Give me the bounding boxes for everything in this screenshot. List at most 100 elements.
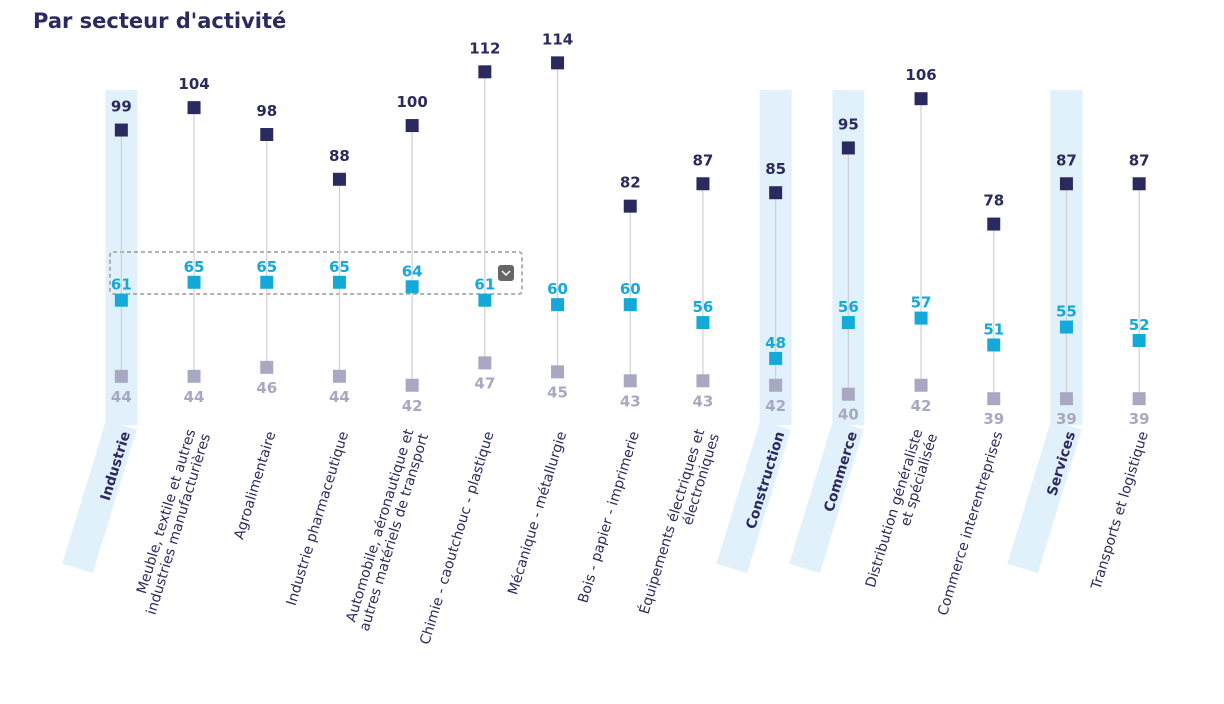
dot [987, 217, 1001, 231]
dot [187, 369, 201, 383]
dot [623, 199, 637, 213]
dot [769, 378, 783, 392]
value-label: 114 [542, 30, 573, 48]
dot [332, 172, 346, 186]
selection-box [109, 251, 523, 295]
dot [260, 275, 274, 289]
value-label: 85 [765, 160, 786, 178]
dot [987, 338, 1001, 352]
value-label: 60 [547, 280, 568, 298]
value-label: 56 [693, 298, 714, 316]
x-tick-label: Commerce interentreprises [935, 430, 1006, 618]
value-label: 44 [184, 388, 205, 406]
value-label: 78 [983, 192, 1004, 210]
value-label: 65 [329, 258, 350, 276]
value-label: 87 [693, 151, 714, 169]
dot [187, 275, 201, 289]
dot [987, 392, 1001, 406]
value-label: 47 [474, 374, 495, 392]
value-label: 43 [620, 392, 641, 410]
dot [914, 92, 928, 106]
dot [114, 369, 128, 383]
dot [1132, 392, 1146, 406]
dot [478, 356, 492, 370]
dot [551, 56, 565, 70]
dot [1132, 333, 1146, 347]
value-label: 48 [765, 334, 786, 352]
x-tick-label: Mécanique - métallurgie [505, 430, 570, 597]
highlight-band [1007, 420, 1082, 574]
dot [405, 280, 419, 294]
dot [332, 369, 346, 383]
dot [696, 316, 710, 330]
value-label: 51 [983, 320, 1004, 338]
dot [405, 119, 419, 133]
value-label: 88 [329, 147, 350, 165]
value-label: 99 [111, 98, 132, 116]
value-label: 39 [1129, 410, 1150, 428]
dot [260, 360, 274, 374]
value-label: 104 [178, 75, 209, 93]
x-tick-label: Bois - papier - imprimerie [575, 430, 642, 605]
value-label: 100 [396, 93, 427, 111]
highlight-band [62, 420, 137, 574]
value-label: 65 [184, 258, 205, 276]
dot [1059, 320, 1073, 334]
dot [1132, 177, 1146, 191]
value-label: 42 [765, 397, 786, 415]
value-label: 61 [111, 276, 132, 294]
value-label: 40 [838, 406, 859, 424]
value-label: 45 [547, 383, 568, 401]
dot [623, 298, 637, 312]
x-tick-label: Meuble, textile et autresindustries manu… [129, 427, 214, 616]
x-tick-label: Industrie pharmaceutique [284, 430, 352, 608]
dot [841, 141, 855, 155]
dot [551, 365, 565, 379]
x-tick-label: Agroalimentaire [231, 430, 279, 542]
value-label: 112 [469, 39, 500, 57]
value-label: 44 [329, 388, 350, 406]
x-tick-label: Chimie - caoutchouc - plastique [417, 430, 497, 647]
value-label: 87 [1056, 151, 1077, 169]
value-label: 46 [256, 379, 277, 397]
x-tick-label: Automobile, aéronautique etautres matéri… [342, 427, 432, 633]
dot [405, 378, 419, 392]
x-tick-label: Transports et logistique [1088, 430, 1152, 593]
value-label: 95 [838, 115, 859, 133]
dot [1059, 392, 1073, 406]
highlight-band-tail [62, 420, 137, 574]
dot [623, 374, 637, 388]
dot [478, 293, 492, 307]
dot [914, 311, 928, 325]
dot [260, 128, 274, 142]
value-label: 56 [838, 298, 859, 316]
value-label: 52 [1129, 316, 1150, 334]
dot [114, 123, 128, 137]
value-label: 39 [1056, 410, 1077, 428]
value-label: 106 [905, 66, 936, 84]
dot [914, 378, 928, 392]
value-label: 39 [983, 410, 1004, 428]
dot [478, 65, 492, 79]
value-label: 44 [111, 388, 132, 406]
dot [114, 293, 128, 307]
value-label: 82 [620, 174, 641, 192]
dot [769, 186, 783, 200]
dot [769, 351, 783, 365]
value-label: 60 [620, 280, 641, 298]
value-label: 87 [1129, 151, 1150, 169]
x-tick-label: Distribution généralisteet spécialisée [863, 427, 941, 594]
value-label: 65 [256, 258, 277, 276]
value-label: 42 [402, 397, 423, 415]
dot [551, 298, 565, 312]
dot [841, 387, 855, 401]
dot [332, 275, 346, 289]
value-label: 42 [911, 397, 932, 415]
highlight-band-tail [789, 420, 864, 574]
dot [187, 101, 201, 115]
highlight-band-tail [716, 420, 791, 574]
chart-title: Par secteur d'activité [33, 9, 286, 33]
dot [1059, 177, 1073, 191]
